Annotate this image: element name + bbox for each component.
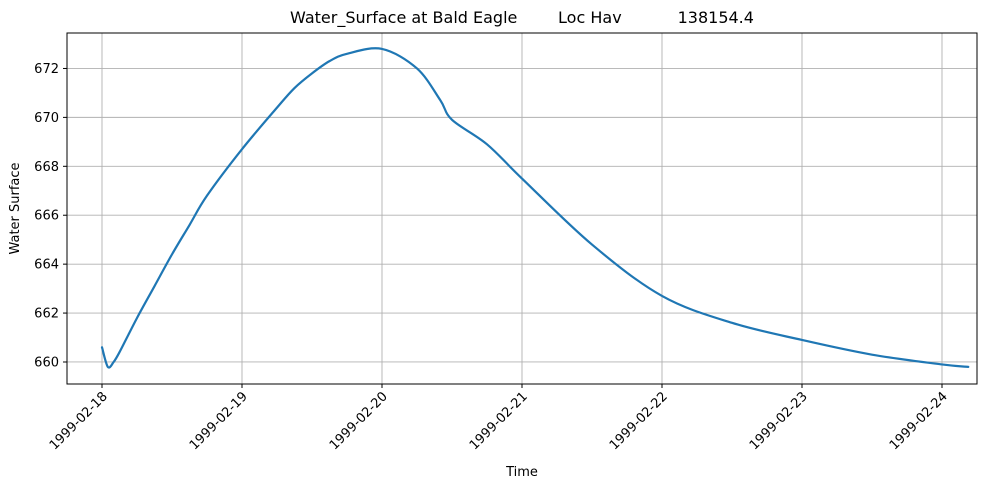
y-tick-label: 672 — [34, 62, 59, 77]
y-tick-label: 670 — [34, 111, 59, 126]
y-axis-label: Water Surface — [8, 162, 23, 254]
x-axis-label: Time — [505, 465, 538, 480]
y-tick-label: 668 — [34, 160, 59, 175]
y-tick-label: 662 — [34, 307, 59, 322]
y-tick-label: 660 — [34, 355, 59, 370]
grid — [67, 33, 977, 384]
water-surface-line — [100, 47, 970, 369]
y-tick-label: 664 — [34, 258, 59, 273]
chart-title: Water_Surface at Bald Eagle Loc Hav 1381… — [290, 8, 754, 28]
y-tick-label: 666 — [34, 209, 59, 224]
